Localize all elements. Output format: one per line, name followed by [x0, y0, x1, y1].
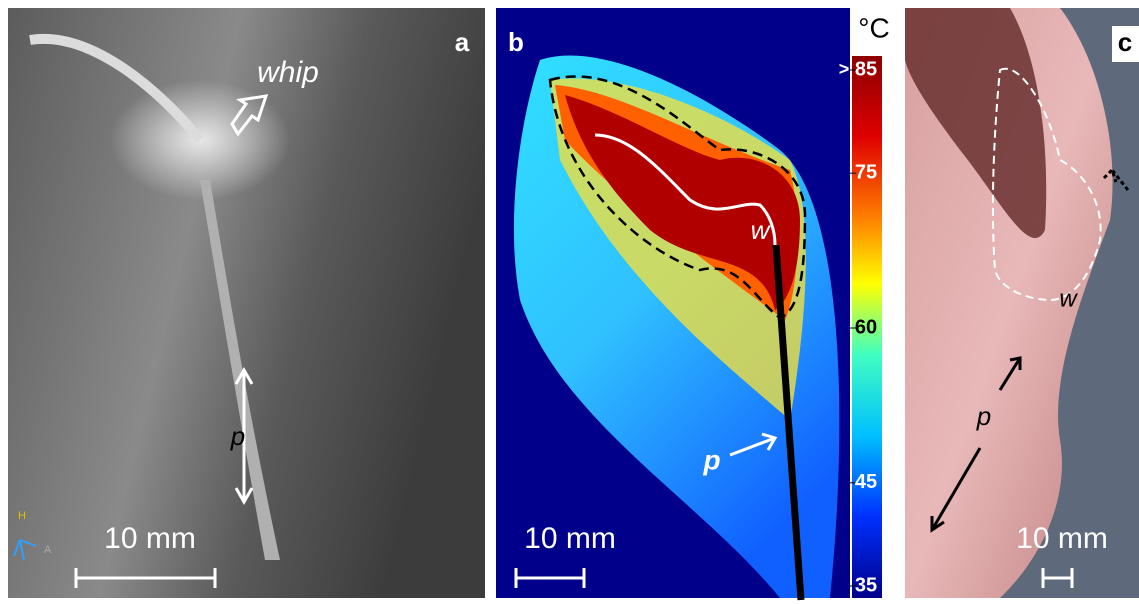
orientation-label: A — [44, 544, 52, 556]
panel-label: c — [1118, 27, 1132, 57]
annotation: p — [976, 401, 991, 431]
orientation-label: H — [18, 510, 26, 522]
colorbar-tick-label: 85 — [855, 58, 877, 80]
colorbar-tick-label: 35 — [855, 574, 877, 596]
over-marker: > — [839, 59, 850, 79]
colorbar-unit: °C — [858, 12, 889, 43]
scale-label: 10 mm — [1016, 522, 1108, 555]
annotation: whip — [257, 56, 319, 89]
panel-label: b — [508, 27, 524, 57]
panel-a: a whip p 10 mm H A — [8, 8, 485, 598]
colorbar-tick-label: 45 — [855, 471, 877, 493]
panel-c: c w p 10 mm — [905, 8, 1139, 598]
panel-b: b w p 10 mm °C 85>75 60 45 35 — [496, 8, 890, 600]
scale-label: 10 mm — [104, 522, 196, 555]
annotation: p — [702, 444, 720, 475]
colorbar-tick-label: 75 — [855, 161, 877, 183]
figure: a whip p 10 mm H A b w p 10 mm °C 85>75 6… — [0, 0, 1139, 604]
annotation: w — [1059, 285, 1078, 312]
scale-label: 10 mm — [524, 522, 616, 555]
annotation: p — [230, 421, 245, 451]
annotation: w — [751, 215, 772, 245]
colorbar-tick-label: 60 — [855, 316, 877, 338]
panel-label: a — [455, 27, 470, 57]
